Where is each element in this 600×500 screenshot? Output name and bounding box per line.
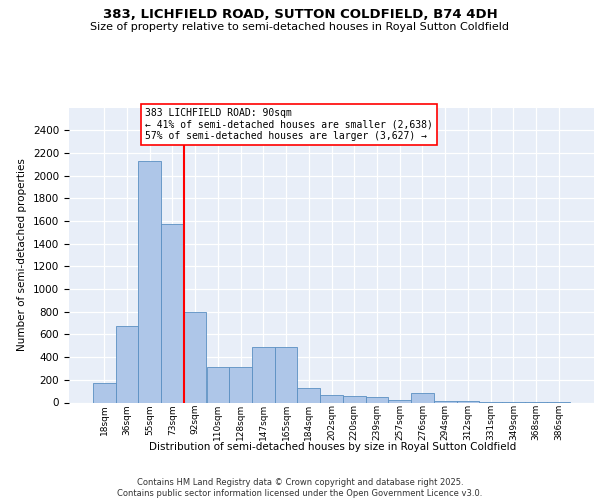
Bar: [93, 382, 116, 402]
Text: Size of property relative to semi-detached houses in Royal Sutton Coldfield: Size of property relative to semi-detach…: [91, 22, 509, 32]
Text: Distribution of semi-detached houses by size in Royal Sutton Coldfield: Distribution of semi-detached houses by …: [149, 442, 517, 452]
Bar: [116, 326, 139, 402]
Bar: [343, 396, 365, 402]
Bar: [275, 347, 298, 403]
Y-axis label: Number of semi-detached properties: Number of semi-detached properties: [17, 158, 28, 352]
Bar: [139, 162, 161, 402]
Bar: [365, 398, 388, 402]
Bar: [229, 368, 252, 402]
Bar: [411, 394, 434, 402]
Bar: [298, 388, 320, 402]
Text: 383, LICHFIELD ROAD, SUTTON COLDFIELD, B74 4DH: 383, LICHFIELD ROAD, SUTTON COLDFIELD, B…: [103, 8, 497, 20]
Bar: [161, 224, 184, 402]
Text: Contains HM Land Registry data © Crown copyright and database right 2025.
Contai: Contains HM Land Registry data © Crown c…: [118, 478, 482, 498]
Bar: [434, 401, 457, 402]
Text: 383 LICHFIELD ROAD: 90sqm
← 41% of semi-detached houses are smaller (2,638)
57% : 383 LICHFIELD ROAD: 90sqm ← 41% of semi-…: [145, 108, 433, 141]
Bar: [320, 394, 343, 402]
Bar: [184, 312, 206, 402]
Bar: [206, 368, 229, 402]
Bar: [252, 347, 275, 403]
Bar: [388, 400, 411, 402]
